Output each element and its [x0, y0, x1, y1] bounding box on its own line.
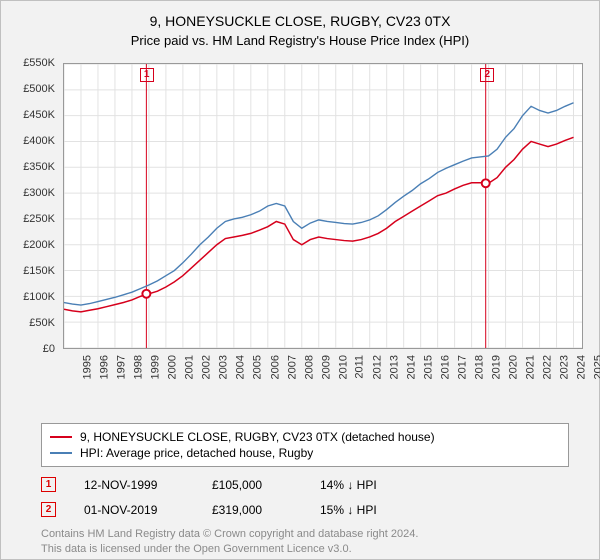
page-title: 9, HONEYSUCKLE CLOSE, RUGBY, CV23 0TX — [9, 13, 591, 29]
marker-box-2: 2 — [480, 68, 494, 82]
marker-box-1: 1 — [140, 68, 154, 82]
transaction-row-2: 2 01-NOV-2019 £319,000 15% ↓ HPI — [41, 502, 569, 517]
tx-price-1: £105,000 — [212, 478, 292, 492]
license-text: Contains HM Land Registry data © Crown c… — [41, 527, 569, 557]
legend-item-series2: HPI: Average price, detached house, Rugb… — [50, 445, 560, 461]
chart-footer: 9, HONEYSUCKLE CLOSE, RUGBY, CV23 0TX (d… — [41, 423, 569, 557]
legend-swatch-2 — [50, 452, 72, 454]
tx-price-2: £319,000 — [212, 503, 292, 517]
legend: 9, HONEYSUCKLE CLOSE, RUGBY, CV23 0TX (d… — [41, 423, 569, 467]
transaction-row-1: 1 12-NOV-1999 £105,000 14% ↓ HPI — [41, 477, 569, 492]
page-subtitle: Price paid vs. HM Land Registry's House … — [9, 33, 591, 48]
legend-swatch-1 — [50, 436, 72, 438]
tx-marker-2: 2 — [41, 502, 56, 517]
license-line-2: This data is licensed under the Open Gov… — [41, 543, 352, 555]
chart-container: £0£50K£100K£150K£200K£250K£300K£350K£400… — [1, 57, 600, 387]
tx-marker-1: 1 — [41, 477, 56, 492]
license-line-1: Contains HM Land Registry data © Crown c… — [41, 528, 418, 540]
legend-label-2: HPI: Average price, detached house, Rugb… — [80, 446, 313, 460]
tx-diff-2: 15% ↓ HPI — [320, 503, 420, 517]
plot-area: 1 2 — [63, 63, 583, 349]
legend-label-1: 9, HONEYSUCKLE CLOSE, RUGBY, CV23 0TX (d… — [80, 430, 435, 444]
y-axis-labels: £0£50K£100K£150K£200K£250K£300K£350K£400… — [1, 63, 59, 349]
x-axis-labels: 1995199619971998199920002001200220032004… — [63, 351, 583, 385]
tx-date-2: 01-NOV-2019 — [84, 503, 184, 517]
tx-diff-1: 14% ↓ HPI — [320, 478, 420, 492]
legend-item-series1: 9, HONEYSUCKLE CLOSE, RUGBY, CV23 0TX (d… — [50, 429, 560, 445]
tx-date-1: 12-NOV-1999 — [84, 478, 184, 492]
